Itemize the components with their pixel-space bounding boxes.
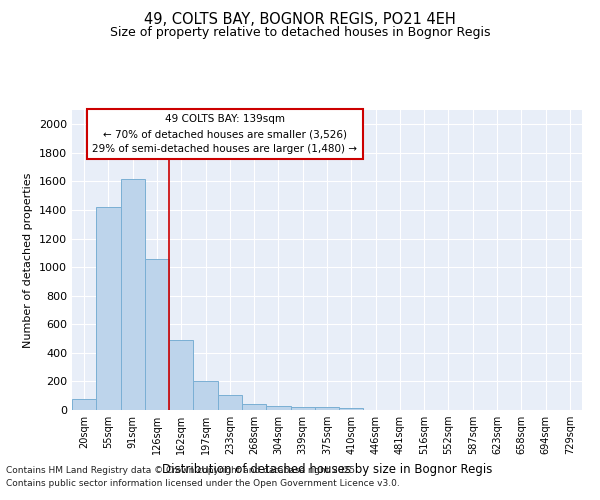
Text: 49 COLTS BAY: 139sqm
← 70% of detached houses are smaller (3,526)
29% of semi-de: 49 COLTS BAY: 139sqm ← 70% of detached h… — [92, 114, 358, 154]
Bar — [242, 404, 266, 410]
Bar — [169, 340, 193, 410]
Bar — [121, 178, 145, 410]
Bar — [193, 380, 218, 410]
Bar — [266, 406, 290, 410]
Bar — [339, 408, 364, 410]
Text: Contains HM Land Registry data © Crown copyright and database right 2025.: Contains HM Land Registry data © Crown c… — [6, 466, 358, 475]
X-axis label: Distribution of detached houses by size in Bognor Regis: Distribution of detached houses by size … — [162, 462, 492, 475]
Bar — [218, 395, 242, 410]
Y-axis label: Number of detached properties: Number of detached properties — [23, 172, 34, 348]
Text: Size of property relative to detached houses in Bognor Regis: Size of property relative to detached ho… — [110, 26, 490, 39]
Bar — [96, 207, 121, 410]
Text: 49, COLTS BAY, BOGNOR REGIS, PO21 4EH: 49, COLTS BAY, BOGNOR REGIS, PO21 4EH — [144, 12, 456, 28]
Bar — [72, 398, 96, 410]
Text: Contains public sector information licensed under the Open Government Licence v3: Contains public sector information licen… — [6, 478, 400, 488]
Bar — [290, 407, 315, 410]
Bar — [315, 407, 339, 410]
Bar — [145, 258, 169, 410]
